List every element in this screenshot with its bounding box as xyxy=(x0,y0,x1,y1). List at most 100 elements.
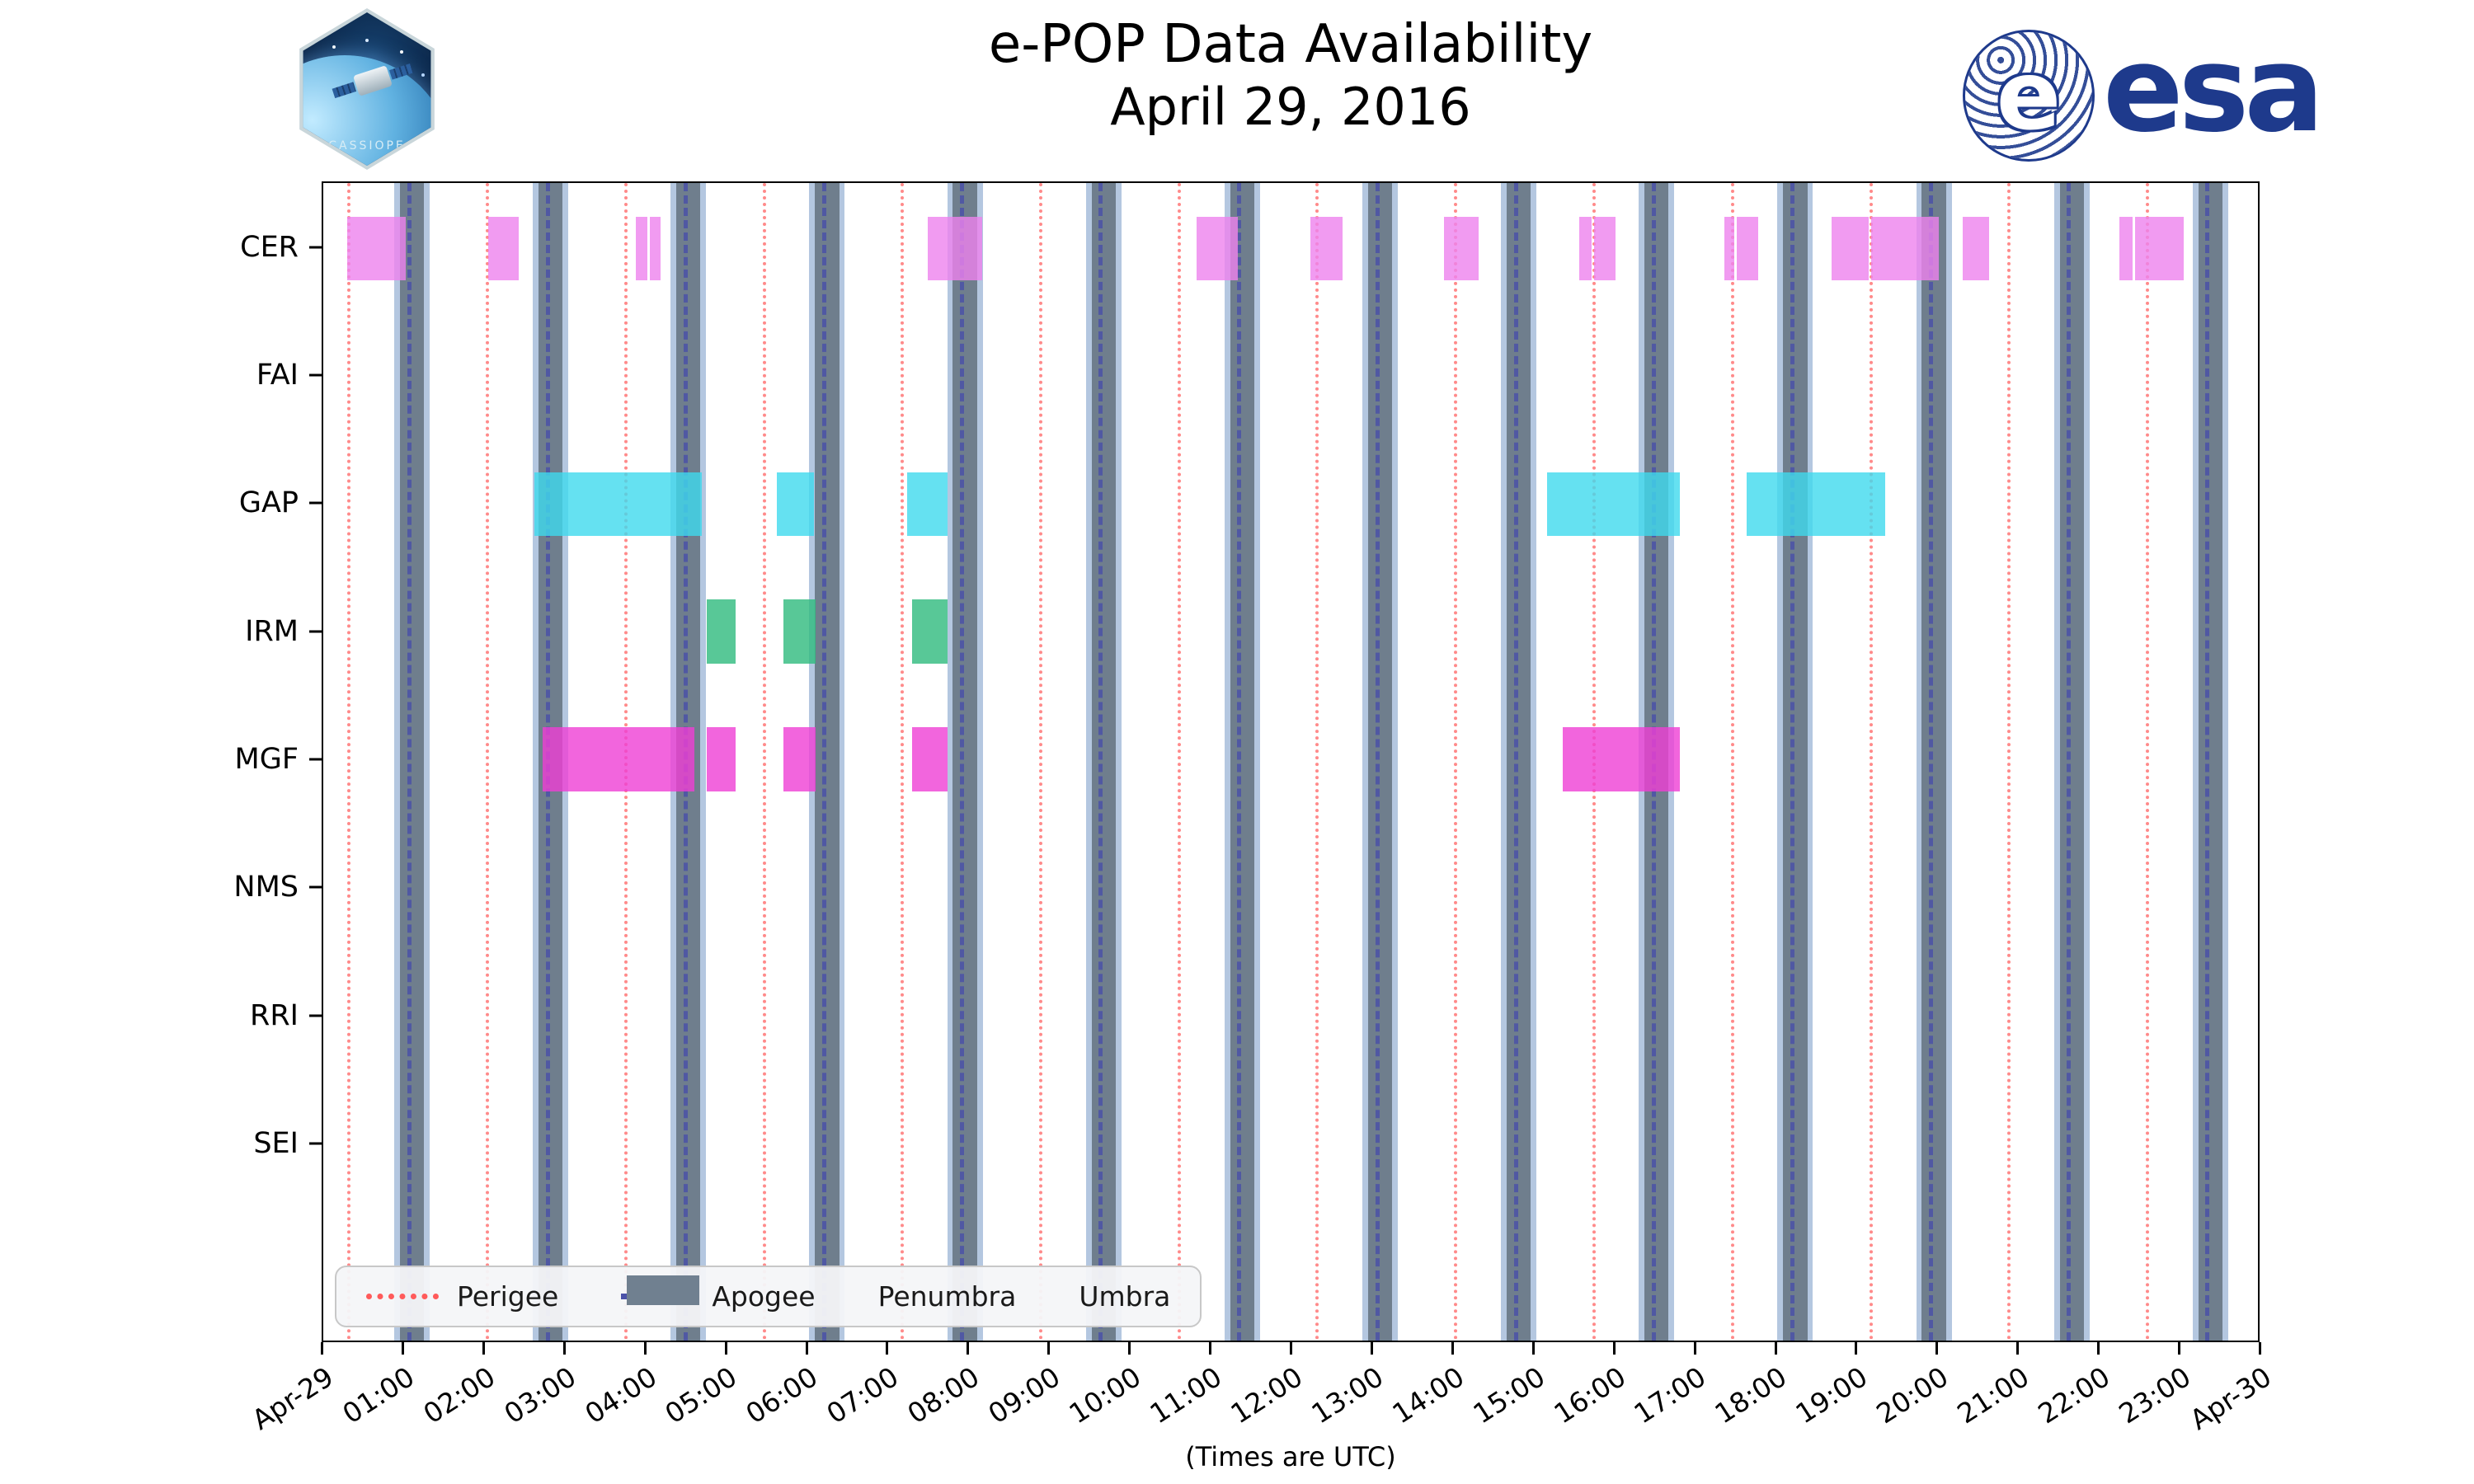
x-tick-label-text: 10:00 xyxy=(1063,1360,1147,1430)
apogee-line xyxy=(960,183,965,1341)
cassiope-mission-patch: CASSIOPE xyxy=(290,8,444,170)
legend-item-penumbra: Penumbra xyxy=(627,1275,1016,1313)
umbra-band xyxy=(2198,183,2222,1341)
y-axis: CER FAI GAP IRM MGF NMS RRI SEI xyxy=(0,181,322,1342)
apogee-line xyxy=(1790,183,1795,1341)
umbra-band xyxy=(1783,183,1808,1341)
availability-bar-gap xyxy=(906,472,948,536)
legend: Perigee Apogee Penumbra Umbra xyxy=(335,1266,1202,1327)
chart-title: e-POP Data Availability xyxy=(988,14,1593,75)
perigee-line xyxy=(900,183,904,1341)
y-tick-label-cer: CER xyxy=(240,230,299,264)
y-tick-mark xyxy=(309,758,322,761)
apogee-line xyxy=(1929,183,1934,1341)
availability-bar-cer xyxy=(649,216,661,281)
x-tick-mark xyxy=(2097,1342,2100,1355)
availability-bar-gap xyxy=(1747,472,1886,536)
legend-sample-perigee xyxy=(366,1294,439,1299)
availability-bar-mgf xyxy=(911,727,948,791)
esa-emblem-icon: e xyxy=(1963,30,2095,162)
x-tick-mark xyxy=(805,1342,808,1355)
stars-icon xyxy=(308,34,311,37)
availability-bar-mgf xyxy=(542,727,694,791)
x-tick-label-text: 23:00 xyxy=(2113,1360,2197,1430)
apogee-line xyxy=(1098,183,1103,1341)
perigee-line xyxy=(1869,183,1873,1341)
y-tick-label-gap: GAP xyxy=(238,486,299,520)
x-tick-mark xyxy=(1612,1342,1616,1355)
x-tick-label-text: 08:00 xyxy=(901,1360,985,1430)
x-tick-label-text: 18:00 xyxy=(1709,1360,1793,1430)
x-tick-mark xyxy=(1370,1342,1373,1355)
umbra-band xyxy=(1921,183,1946,1341)
legend-item-perigee: Perigee xyxy=(366,1280,558,1313)
availability-bar-cer xyxy=(1310,216,1343,281)
perigee-line xyxy=(1730,183,1734,1341)
availability-bar-cer xyxy=(1578,216,1592,281)
x-tick-label-text: 04:00 xyxy=(578,1360,662,1430)
esa-logo: e esa xyxy=(1963,30,2325,162)
x-tick-mark xyxy=(1128,1342,1131,1355)
x-tick-label-text: 20:00 xyxy=(1870,1360,1954,1430)
y-tick-mark xyxy=(309,246,322,249)
x-tick-label-text: 13:00 xyxy=(1305,1360,1390,1430)
esa-emblem-arcs xyxy=(1965,32,2092,159)
x-tick-mark xyxy=(1935,1342,1939,1355)
y-tick-mark xyxy=(309,501,322,505)
x-tick-label-text: 14:00 xyxy=(1386,1360,1470,1430)
apogee-line xyxy=(1375,183,1380,1341)
x-tick-mark xyxy=(724,1342,727,1355)
title-block: e-POP Data Availability April 29, 2016 xyxy=(322,13,2260,138)
x-tick-mark xyxy=(1290,1342,1292,1355)
perigee-line xyxy=(762,183,766,1341)
x-tick-mark xyxy=(1693,1342,1696,1355)
x-tick-label-text: 22:00 xyxy=(2032,1360,2116,1430)
shadow-bands-layer xyxy=(323,183,2258,1341)
legend-label-perigee: Perigee xyxy=(457,1280,559,1313)
availability-bar-cer xyxy=(347,216,406,281)
apogee-line xyxy=(2067,183,2072,1341)
legend-label-umbra: Umbra xyxy=(1079,1280,1171,1313)
perigee-line xyxy=(1178,183,1182,1341)
availability-bar-cer xyxy=(1831,216,1869,281)
availability-bar-cer xyxy=(1196,216,1239,281)
x-tick-label-text: 03:00 xyxy=(497,1360,581,1430)
x-tick-label-text: 17:00 xyxy=(1628,1360,1712,1430)
x-tick-label-text: 21:00 xyxy=(1951,1360,2035,1430)
availability-bar-cer xyxy=(1736,216,1758,281)
availability-bar-mgf xyxy=(1563,727,1681,791)
x-tick-mark xyxy=(1451,1342,1454,1355)
legend-item-umbra: Umbra xyxy=(627,1275,1171,1313)
x-tick-mark xyxy=(482,1342,485,1355)
perigee-line xyxy=(1454,183,1458,1341)
x-tick-mark xyxy=(2178,1342,2181,1355)
umbra-band xyxy=(1506,183,1531,1341)
umbra-band xyxy=(1091,183,1116,1341)
legend-sample-umbra xyxy=(627,1275,699,1305)
y-tick-label-nms: NMS xyxy=(233,871,299,904)
y-tick-label-fai: FAI xyxy=(256,358,299,392)
perigee-line xyxy=(486,183,490,1341)
availability-bar-gap xyxy=(1546,472,1681,536)
apogee-line xyxy=(2205,183,2210,1341)
x-tick-label-text: 16:00 xyxy=(1547,1360,1631,1430)
y-tick-label-mgf: MGF xyxy=(234,742,299,776)
availability-bar-cer xyxy=(1443,216,1479,281)
x-tick-label-text: Apr-30 xyxy=(2184,1360,2278,1437)
availability-bar-cer xyxy=(1724,216,1734,281)
x-tick-label-text: 01:00 xyxy=(336,1360,421,1430)
x-tick-label-text: 15:00 xyxy=(1466,1360,1550,1430)
apogee-line xyxy=(1513,183,1518,1341)
x-tick-label-text: 11:00 xyxy=(1144,1360,1228,1430)
availability-bar-cer xyxy=(488,216,519,281)
x-tick-label-text: 12:00 xyxy=(1225,1360,1309,1430)
x-tick-mark xyxy=(2016,1342,2020,1355)
x-tick-label-text: 05:00 xyxy=(659,1360,743,1430)
availability-bar-cer xyxy=(2135,216,2185,281)
umbra-band xyxy=(399,183,425,1341)
availability-bars-layer xyxy=(323,183,2258,1341)
availability-bar-mgf xyxy=(783,727,816,791)
x-tick-mark xyxy=(321,1342,323,1355)
umbra-band xyxy=(815,183,840,1341)
y-tick-mark xyxy=(309,373,322,377)
